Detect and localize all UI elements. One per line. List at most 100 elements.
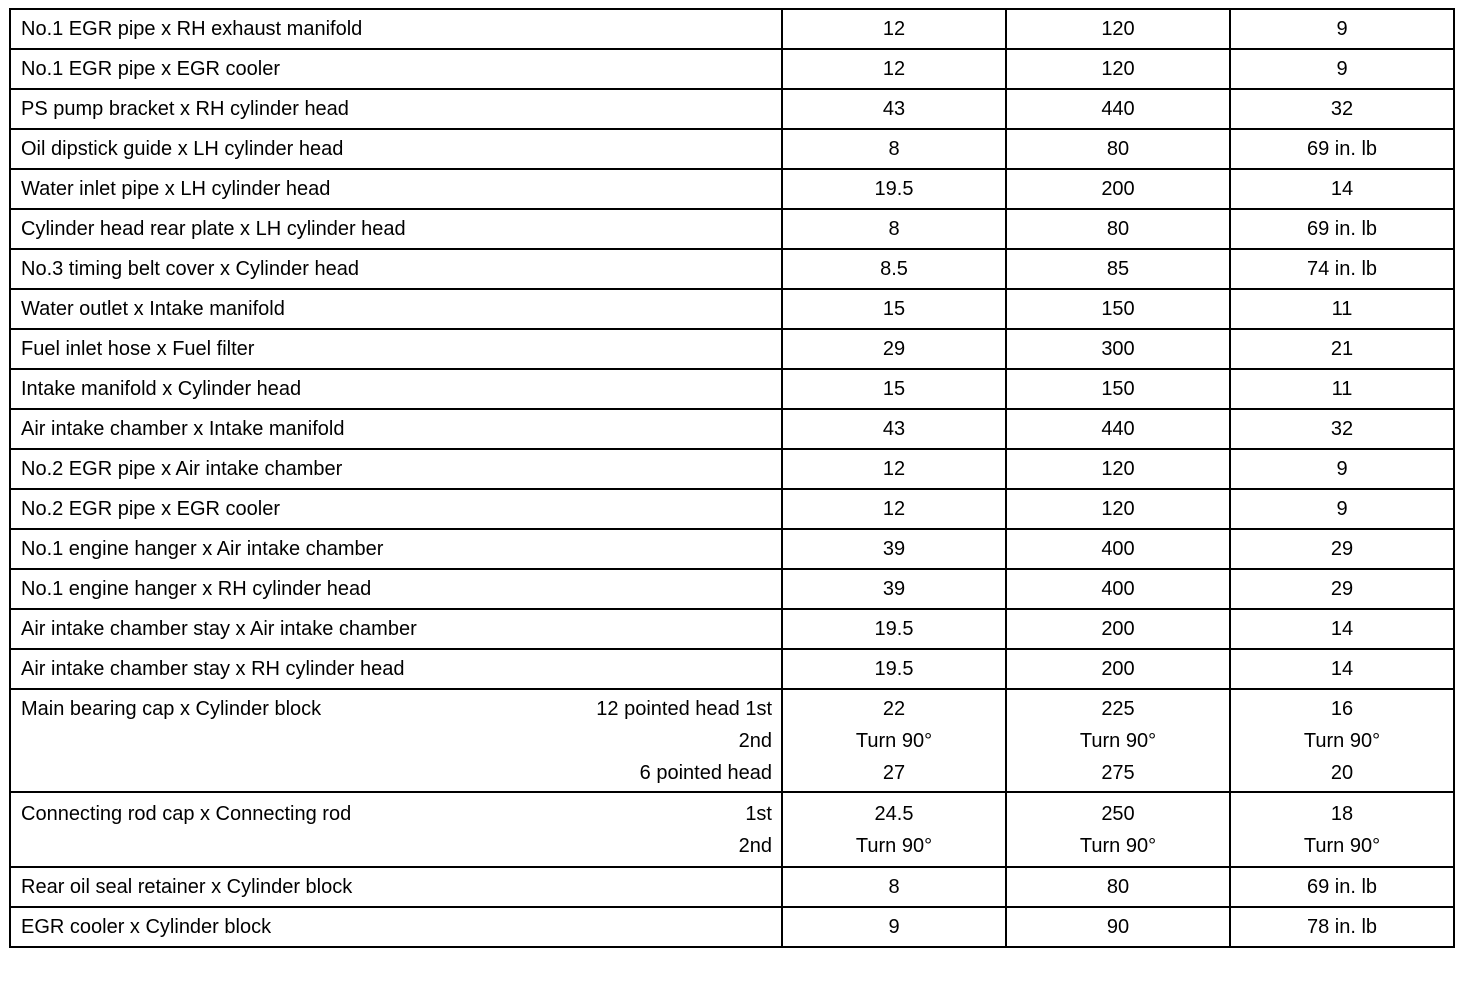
table-row: Intake manifold x Cylinder head 15 150 11 xyxy=(9,368,1455,410)
nm-value: 8 xyxy=(888,876,900,898)
table-row: No.1 engine hanger x RH cylinder head 39… xyxy=(9,568,1455,610)
table-row: Rear oil seal retainer x Cylinder block … xyxy=(9,866,1455,908)
ft-cell: 69 in. lb xyxy=(1229,128,1455,170)
kgf-value: 300 xyxy=(1101,338,1135,360)
sub-label: 2nd xyxy=(738,834,772,857)
part-cell: No.1 EGR pipe x RH exhaust manifold xyxy=(9,8,783,50)
part-cell: Air intake chamber stay x RH cylinder he… xyxy=(9,648,783,690)
ft-value: 29 xyxy=(1330,538,1354,560)
nm-cell: 12 xyxy=(781,488,1007,530)
ft-cell: 9 xyxy=(1229,448,1455,490)
kgf-cell: 300 xyxy=(1005,328,1231,370)
kgf-value: 80 xyxy=(1106,218,1130,240)
kgf-value: 80 xyxy=(1106,876,1130,898)
part-cell: No.2 EGR pipe x Air intake chamber xyxy=(9,448,783,490)
sub-label: 6 pointed head xyxy=(639,761,772,784)
ft-value: 74 in. lb xyxy=(1306,258,1378,280)
table-row: Air intake chamber stay x RH cylinder he… xyxy=(9,648,1455,690)
part-name: No.1 engine hanger x RH cylinder head xyxy=(21,578,372,600)
part-cell: Oil dipstick guide x LH cylinder head xyxy=(9,128,783,170)
kgf-cell: 80 xyxy=(1005,128,1231,170)
ft-value: 16 xyxy=(1330,697,1354,720)
ft-value: 14 xyxy=(1330,618,1354,640)
ft-cell: 11 xyxy=(1229,368,1455,410)
kgf-cell: 120 xyxy=(1005,48,1231,90)
kgf-value: 440 xyxy=(1101,98,1135,120)
part-cell: Connecting rod cap x Connecting rod 1st 2… xyxy=(9,791,783,868)
part-name: No.1 EGR pipe x EGR cooler xyxy=(21,58,280,80)
kgf-value: 200 xyxy=(1101,658,1135,680)
nm-value: 12 xyxy=(882,458,906,480)
nm-cell: 12 xyxy=(781,448,1007,490)
part-name: Water outlet x Intake manifold xyxy=(21,298,285,320)
kgf-cell: 80 xyxy=(1005,208,1231,250)
table-row: EGR cooler x Cylinder block 9 90 78 in. lb xyxy=(9,906,1455,948)
part-cell: No.3 timing belt cover x Cylinder head xyxy=(9,248,783,290)
nm-value: 29 xyxy=(882,338,906,360)
kgf-cell: 150 xyxy=(1005,288,1231,330)
table-row: Water inlet pipe x LH cylinder head 19.5… xyxy=(9,168,1455,210)
kgf-value: 80 xyxy=(1106,138,1130,160)
ft-cell: 78 in. lb xyxy=(1229,906,1455,948)
ft-value: 69 in. lb xyxy=(1306,138,1378,160)
kgf-cell: 120 xyxy=(1005,448,1231,490)
ft-value: 21 xyxy=(1330,338,1354,360)
nm-cell: 8.5 xyxy=(781,248,1007,290)
sub-label: 1st xyxy=(745,802,772,825)
ft-cell: 9 xyxy=(1229,48,1455,90)
kgf-cell: 120 xyxy=(1005,488,1231,530)
nm-value: 15 xyxy=(882,378,906,400)
part-cell: Air intake chamber stay x Air intake cha… xyxy=(9,608,783,650)
table-row: No.2 EGR pipe x EGR cooler 12 120 9 xyxy=(9,488,1455,530)
ft-cell: 32 xyxy=(1229,88,1455,130)
ft-value: 14 xyxy=(1330,178,1354,200)
nm-value: Turn 90° xyxy=(855,834,933,857)
ft-value: 20 xyxy=(1330,761,1354,784)
ft-value: 78 in. lb xyxy=(1306,916,1378,938)
nm-value: 15 xyxy=(882,298,906,320)
part-name: Cylinder head rear plate x LH cylinder h… xyxy=(21,218,406,240)
kgf-value: 250 xyxy=(1101,802,1135,825)
part-cell: No.1 engine hanger x Air intake chamber xyxy=(9,528,783,570)
ft-value: 32 xyxy=(1330,418,1354,440)
ft-value: 14 xyxy=(1330,658,1354,680)
part-name: Air intake chamber stay x RH cylinder he… xyxy=(21,658,405,680)
part-name: PS pump bracket x RH cylinder head xyxy=(21,98,349,120)
ft-value: 9 xyxy=(1336,58,1348,80)
part-name: EGR cooler x Cylinder block xyxy=(21,916,272,938)
ft-cell: 69 in. lb xyxy=(1229,866,1455,908)
kgf-value: 200 xyxy=(1101,618,1135,640)
kgf-cell: 225 Turn 90° 275 xyxy=(1005,688,1231,793)
nm-value: 39 xyxy=(882,538,906,560)
kgf-value: 200 xyxy=(1101,178,1135,200)
table-row: No.3 timing belt cover x Cylinder head 8… xyxy=(9,248,1455,290)
table-row: Fuel inlet hose x Fuel filter 29 300 21 xyxy=(9,328,1455,370)
kgf-cell: 400 xyxy=(1005,568,1231,610)
ft-cell: 18 Turn 90° xyxy=(1229,791,1455,868)
ft-cell: 32 xyxy=(1229,408,1455,450)
kgf-value: 120 xyxy=(1101,18,1135,40)
nm-cell: 39 xyxy=(781,568,1007,610)
part-cell: Water inlet pipe x LH cylinder head xyxy=(9,168,783,210)
kgf-value: 225 xyxy=(1101,697,1135,720)
ft-cell: 29 xyxy=(1229,568,1455,610)
nm-value: 27 xyxy=(882,761,906,784)
kgf-cell: 90 xyxy=(1005,906,1231,948)
table-row: No.1 EGR pipe x EGR cooler 12 120 9 xyxy=(9,48,1455,90)
nm-value: 8.5 xyxy=(880,258,908,280)
part-cell: No.2 EGR pipe x EGR cooler xyxy=(9,488,783,530)
nm-value: Turn 90° xyxy=(855,729,933,752)
nm-value: 43 xyxy=(882,98,906,120)
nm-cell: 19.5 xyxy=(781,608,1007,650)
nm-cell: 43 xyxy=(781,88,1007,130)
ft-value: 32 xyxy=(1330,98,1354,120)
kgf-cell: 200 xyxy=(1005,648,1231,690)
nm-value: 12 xyxy=(882,18,906,40)
kgf-cell: 200 xyxy=(1005,608,1231,650)
ft-value: 11 xyxy=(1331,298,1353,320)
nm-value: 12 xyxy=(882,498,906,520)
nm-cell: 15 xyxy=(781,288,1007,330)
kgf-value: 400 xyxy=(1101,578,1135,600)
ft-cell: 14 xyxy=(1229,608,1455,650)
part-name: Water inlet pipe x LH cylinder head xyxy=(21,178,331,200)
